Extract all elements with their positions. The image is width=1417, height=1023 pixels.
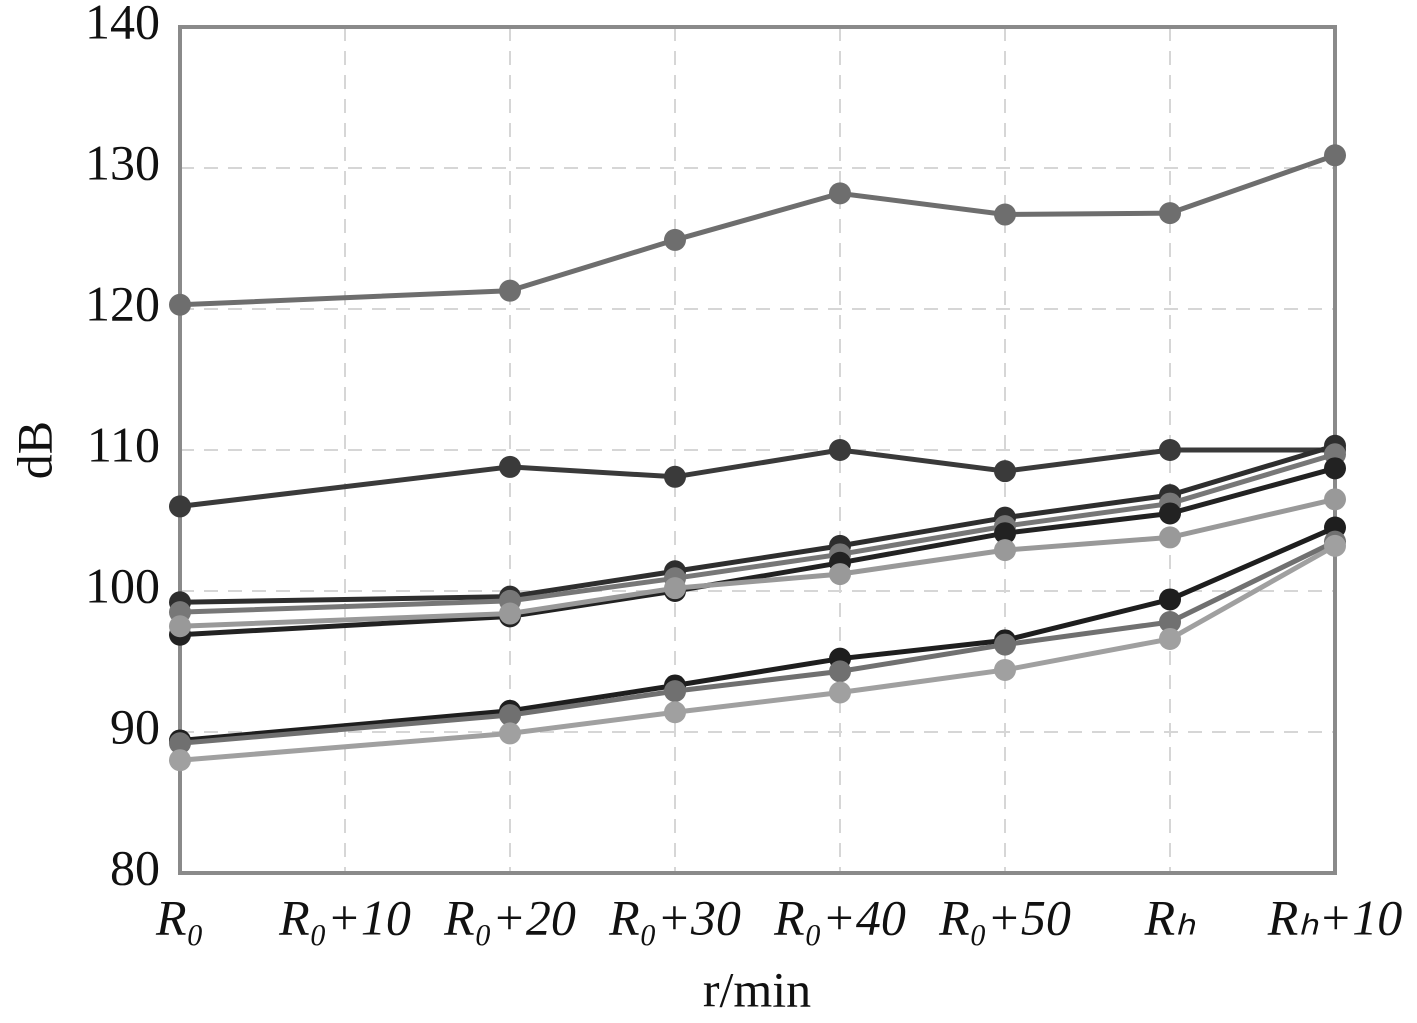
x-axis-label: r/min	[703, 961, 811, 1017]
point	[994, 633, 1016, 656]
y-tick-label: 130	[85, 134, 160, 190]
point	[664, 577, 686, 600]
point	[1159, 202, 1181, 225]
x-tick-label: Rₕ+10	[1267, 889, 1403, 945]
point	[169, 495, 191, 518]
point	[169, 615, 191, 638]
point	[994, 522, 1016, 545]
point	[829, 660, 851, 683]
point	[1159, 611, 1181, 634]
point	[499, 722, 521, 745]
x-tick-label: R₀+20	[443, 889, 576, 945]
point	[1159, 588, 1181, 611]
y-tick-label: 110	[87, 416, 160, 472]
point	[1324, 488, 1346, 511]
y-tick-label: 80	[110, 839, 160, 895]
y-tick-label: 140	[85, 0, 160, 49]
point	[1159, 439, 1181, 461]
y-tick-label: 120	[85, 275, 160, 331]
point	[994, 460, 1016, 483]
point	[829, 563, 851, 586]
point	[1324, 534, 1346, 557]
line	[179, 152, 1336, 308]
point	[1159, 526, 1181, 549]
point	[829, 681, 851, 704]
point	[1159, 627, 1181, 650]
point	[499, 602, 521, 625]
y-axis-label: dB	[6, 421, 62, 479]
point	[169, 732, 191, 755]
x-tick-label: R₀	[155, 889, 204, 945]
x-tick-label: R₀+10	[278, 889, 411, 945]
point	[169, 749, 191, 772]
point	[499, 455, 521, 478]
x-tick-label: R₀+40	[773, 889, 906, 945]
point	[664, 465, 686, 488]
x-tick-label: R₀+50	[938, 889, 1071, 945]
point	[994, 658, 1016, 681]
point	[829, 182, 851, 205]
point	[829, 439, 851, 461]
point	[664, 701, 686, 724]
point	[1324, 457, 1346, 480]
x-tick-label: Rₕ	[1144, 889, 1197, 945]
point	[169, 293, 191, 316]
x-tick-label: R₀+30	[608, 889, 741, 945]
point	[994, 539, 1016, 562]
point	[664, 228, 686, 251]
y-tick-label: 90	[110, 698, 160, 754]
point	[1324, 144, 1346, 167]
point	[664, 680, 686, 703]
point	[499, 279, 521, 302]
y-tick-label: 100	[85, 557, 160, 613]
point	[994, 203, 1016, 226]
point	[499, 704, 521, 727]
point	[1159, 502, 1181, 525]
